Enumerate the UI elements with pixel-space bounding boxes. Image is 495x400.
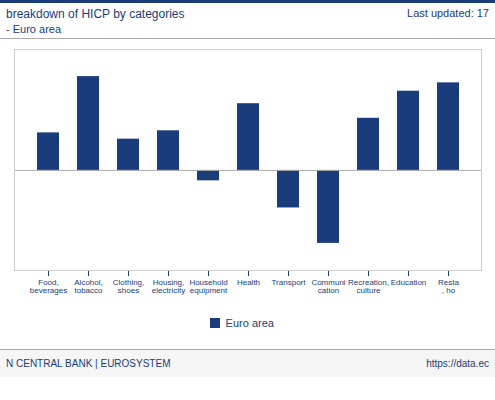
svg-text:Health: Health	[237, 278, 260, 287]
html-text:breakdown of HICP by categorie: breakdown of HICP by categories	[6, 7, 185, 21]
svg-text:Resta, ho: Resta, ho	[438, 278, 459, 295]
html-text:https://data.ec: https://data.ec	[426, 357, 489, 369]
svg-text:Householdequipment: Householdequipment	[189, 278, 228, 295]
svg-text:Food,beverages: Food,beverages	[30, 278, 67, 295]
svg-text:Transport: Transport	[272, 278, 307, 287]
svg-text:Housing,electricity: Housing,electricity	[152, 278, 185, 295]
html-text:Euro area: Euro area	[225, 316, 274, 329]
svg-text:Communication: Communication	[311, 278, 345, 295]
svg-text:Clothing,shoes: Clothing,shoes	[113, 278, 145, 295]
html-text:Last updated: 17: Last updated: 17	[407, 7, 489, 19]
svg-text:Alcohol,tobacco: Alcohol,tobacco	[74, 278, 103, 295]
svg-text:Recreation,culture: Recreation,culture	[348, 278, 389, 295]
svg-text:Education: Education	[391, 278, 427, 287]
html-text:N CENTRAL BANK | EUROSYSTEM: N CENTRAL BANK | EUROSYSTEM	[6, 357, 171, 369]
html-text:- Euro area: - Euro area	[6, 23, 61, 35]
